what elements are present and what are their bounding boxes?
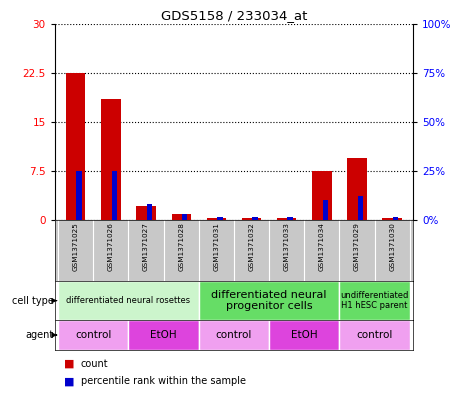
Bar <box>128 320 199 350</box>
Text: GSM1371032: GSM1371032 <box>248 222 255 271</box>
Text: undifferentiated
H1 hESC parent: undifferentiated H1 hESC parent <box>341 291 409 310</box>
Bar <box>182 214 187 220</box>
Text: agent: agent <box>26 330 54 340</box>
Bar <box>340 281 410 320</box>
Bar <box>199 281 340 320</box>
Bar <box>112 171 117 220</box>
Bar <box>252 217 258 220</box>
Text: control: control <box>216 330 252 340</box>
Bar <box>217 217 223 220</box>
Text: GSM1371033: GSM1371033 <box>284 222 290 271</box>
Bar <box>58 320 128 350</box>
Bar <box>199 320 269 350</box>
Bar <box>312 171 332 220</box>
Bar <box>242 218 261 220</box>
Text: cell type: cell type <box>12 296 54 306</box>
Bar <box>393 217 399 220</box>
Text: GSM1371027: GSM1371027 <box>143 222 149 271</box>
Bar <box>207 218 226 220</box>
Bar <box>101 99 121 220</box>
Text: GSM1371029: GSM1371029 <box>354 222 360 271</box>
Text: GSM1371026: GSM1371026 <box>108 222 114 271</box>
Text: differentiated neural
progenitor cells: differentiated neural progenitor cells <box>211 290 327 311</box>
Bar <box>323 200 328 220</box>
Text: EtOH: EtOH <box>291 330 318 340</box>
Text: ■: ■ <box>64 358 75 369</box>
Text: differentiated neural rosettes: differentiated neural rosettes <box>66 296 190 305</box>
Bar <box>171 213 191 220</box>
Text: count: count <box>81 358 108 369</box>
Text: GSM1371028: GSM1371028 <box>178 222 184 271</box>
Bar <box>58 281 199 320</box>
Text: GSM1371034: GSM1371034 <box>319 222 325 271</box>
Text: GSM1371030: GSM1371030 <box>389 222 395 271</box>
Bar <box>147 204 152 220</box>
Text: ■: ■ <box>64 376 75 386</box>
Bar <box>76 171 82 220</box>
Text: EtOH: EtOH <box>150 330 177 340</box>
Text: control: control <box>356 330 393 340</box>
Text: GSM1371025: GSM1371025 <box>73 222 79 271</box>
Bar <box>66 73 86 220</box>
Bar <box>287 217 293 220</box>
Bar <box>277 218 296 220</box>
Text: GSM1371031: GSM1371031 <box>213 222 219 271</box>
Bar <box>340 320 410 350</box>
Bar <box>358 196 363 220</box>
Text: control: control <box>75 330 112 340</box>
Title: GDS5158 / 233034_at: GDS5158 / 233034_at <box>161 9 307 22</box>
Text: percentile rank within the sample: percentile rank within the sample <box>81 376 246 386</box>
Bar <box>269 320 340 350</box>
Bar <box>136 206 156 220</box>
Bar <box>382 218 402 220</box>
Bar <box>347 158 367 220</box>
